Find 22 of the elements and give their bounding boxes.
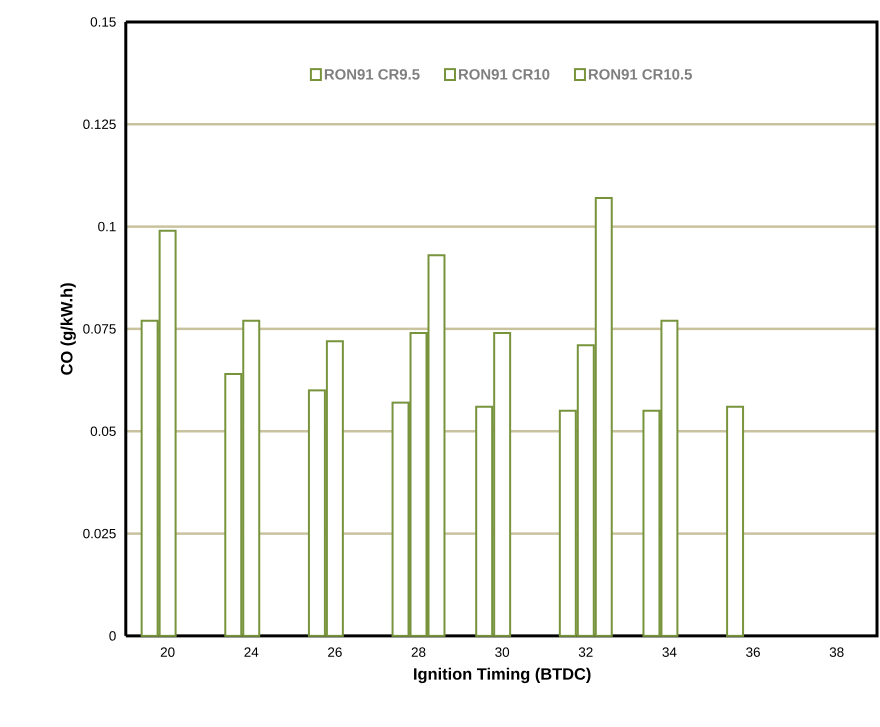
legend-label: RON91 CR10.5 (588, 69, 692, 80)
x-axis-title: Ignition Timing (BTDC) (414, 668, 591, 684)
bar (726, 406, 744, 638)
x-tick-label: 24 (244, 648, 258, 657)
x-tick-label: 30 (495, 648, 510, 658)
y-tick-label: 0.15 (90, 17, 116, 27)
x-tick-label: 38 (830, 648, 844, 658)
y-tick-label: 0.1 (98, 222, 116, 232)
x-tick-label: 26 (328, 648, 342, 658)
x-tick-label: 32 (578, 648, 593, 658)
legend-label: RON91 CR10 (458, 69, 550, 80)
x-tick-label: 28 (412, 648, 426, 658)
y-tick-label: 0 (109, 631, 116, 641)
y-tick-label: 0.05 (90, 426, 116, 436)
legend-label: RON91 CR9.5 (324, 69, 420, 80)
x-tick-label: 36 (746, 648, 760, 658)
y-axis-title: CO (g/kW.h) (60, 283, 76, 375)
y-tick-label: 0.125 (83, 120, 116, 130)
x-tick-label: 20 (160, 648, 175, 658)
x-tick-label: 34 (662, 648, 676, 658)
y-tick-label: 0.025 (83, 528, 116, 538)
y-tick-label: 0.075 (83, 324, 116, 334)
